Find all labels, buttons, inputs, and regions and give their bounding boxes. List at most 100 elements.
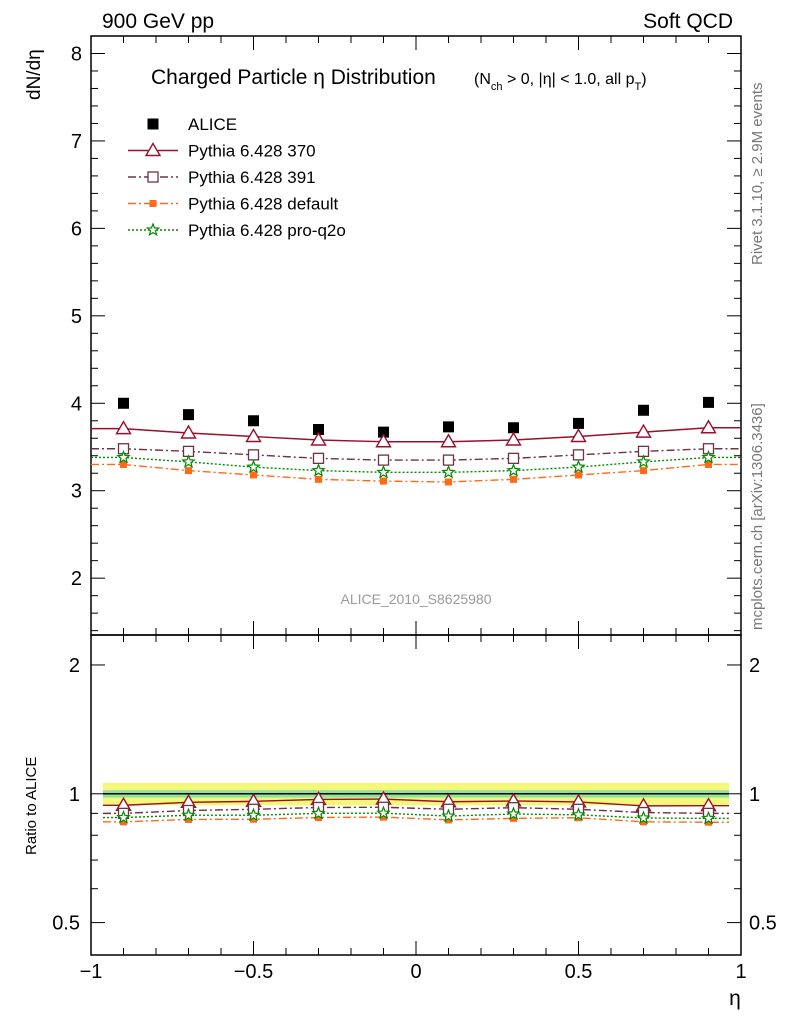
data-point — [636, 454, 651, 469]
ratio-data-point — [185, 815, 192, 823]
ratio-data-point — [636, 810, 651, 825]
plot-cuts: (Nch > 0, |η| < 1.0, all pT) — [474, 71, 647, 93]
data-point — [248, 415, 259, 427]
bottom-ylabel: Ratio to ALICE — [23, 757, 40, 855]
data-point — [250, 471, 257, 479]
data-point — [571, 459, 586, 474]
legend-entry: Pythia 6.428 391 — [128, 168, 316, 187]
data-point — [700, 419, 717, 434]
xtick-label: 1 — [735, 961, 746, 983]
legend-entry: ALICE — [147, 115, 237, 134]
main-series-layer — [91, 396, 741, 486]
data-point — [442, 454, 455, 466]
ratio-data-point — [441, 808, 456, 823]
ratio-ytick-label-left: 1 — [69, 784, 80, 806]
data-point — [120, 460, 127, 468]
legend-label: Pythia 6.428 pro-q2o — [188, 221, 346, 240]
ratio-series-line — [103, 816, 729, 823]
xtick-label: −0.5 — [234, 961, 273, 983]
series-line — [91, 463, 741, 483]
ratio-data-point — [116, 809, 131, 824]
legend-marker — [149, 200, 157, 207]
series-pythia-6-428-391 — [91, 443, 741, 466]
data-point — [116, 449, 131, 464]
ratio-data-point — [311, 805, 326, 820]
series-line — [91, 448, 741, 461]
xtick-label: 0.5 — [565, 961, 593, 983]
ratio-data-point — [380, 813, 387, 821]
source-label: mcplots.cern.ch [arXiv:1306.3436] — [749, 403, 766, 630]
data-point — [118, 397, 129, 409]
data-point — [376, 464, 391, 479]
ratio-data-point — [510, 814, 517, 822]
ratio-ytick-label-right: 2 — [749, 655, 760, 677]
data-point — [640, 467, 647, 475]
ratio-series-line — [103, 798, 729, 807]
ratio-ytick-label-left: 2 — [69, 655, 80, 677]
data-point — [312, 452, 325, 465]
analysis-watermark: ALICE_2010_S8625980 — [340, 591, 491, 607]
ratio-data-point — [181, 807, 196, 822]
ratio-ytick-label-left: 0.5 — [52, 913, 80, 935]
ratio-reference-band — [103, 782, 729, 806]
ratio-ytick-label-right: 0.5 — [749, 913, 777, 935]
ratio-data-point — [701, 810, 716, 825]
legend-entry: Pythia 6.428 default — [128, 195, 339, 214]
data-point — [311, 462, 326, 477]
ratio-data-point — [315, 814, 322, 822]
header-right-label: Soft QCD — [643, 10, 733, 33]
plot-title: Charged Particle η Distribution — [151, 66, 436, 89]
data-point — [377, 454, 390, 466]
ratio-data-point — [445, 816, 452, 824]
series-alice — [118, 396, 714, 438]
xtick-label: −1 — [80, 961, 103, 983]
data-point — [315, 475, 322, 483]
legend-label: Pythia 6.428 default — [188, 195, 339, 214]
data-point — [180, 424, 197, 439]
xtick-label: 0 — [410, 961, 421, 983]
data-point — [378, 426, 389, 438]
legend-label: Pythia 6.428 370 — [188, 142, 316, 161]
data-point — [506, 462, 521, 477]
data-point — [247, 449, 260, 461]
main-ytick-label: 7 — [71, 131, 82, 153]
data-point — [380, 477, 387, 485]
ratio-series-line — [103, 806, 729, 815]
ratio-data-point — [640, 818, 647, 826]
legend-marker — [147, 118, 159, 130]
rivet-version-label: Rivet 3.1.10, ≥ 2.9M events — [749, 83, 766, 266]
data-point — [440, 433, 457, 448]
ratio-series-pythia-6-428-pro-q2o — [103, 805, 729, 825]
data-point — [181, 454, 196, 469]
data-point — [638, 404, 649, 416]
data-point — [246, 459, 261, 474]
data-point — [572, 449, 585, 461]
main-ytick-label: 8 — [71, 43, 82, 65]
main-ytick-label: 6 — [71, 218, 82, 240]
series-line — [91, 427, 741, 443]
data-point — [508, 422, 519, 434]
ratio-data-point — [120, 818, 127, 826]
data-point — [375, 433, 392, 448]
ratio-axis-ticks: 0.5 0.5 1 1 2 2 −1 −0.5 0 0.5 1 — [52, 635, 777, 983]
ratio-data-point — [250, 815, 257, 823]
legend-label: ALICE — [188, 115, 237, 134]
ratio-series-pythia-6-428-370 — [103, 790, 729, 812]
data-point — [245, 428, 262, 443]
ratio-data-point — [705, 818, 712, 826]
data-point — [310, 431, 327, 446]
legend-marker — [144, 142, 162, 157]
data-point — [570, 428, 587, 443]
series-pythia-6-428-default — [91, 460, 741, 486]
data-point — [441, 464, 456, 479]
series-line — [91, 456, 741, 474]
legend-entry: Pythia 6.428 370 — [128, 142, 316, 161]
series-pythia-6-428-370 — [91, 419, 741, 448]
main-axis-ticks: 2 3 4 5 6 7 8 — [71, 35, 742, 635]
header-left-label: 900 GeV pp — [102, 10, 214, 33]
ratio-data-point — [506, 806, 521, 821]
ratio-data-point — [246, 807, 261, 822]
top-ylabel: dN/dη — [24, 49, 45, 100]
data-point — [505, 431, 522, 446]
